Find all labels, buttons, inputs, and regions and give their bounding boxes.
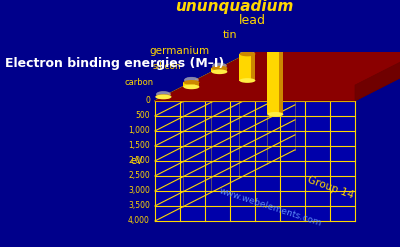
Text: eV: eV — [131, 156, 143, 166]
Text: ununquadium: ununquadium — [175, 0, 293, 14]
Ellipse shape — [267, 37, 283, 42]
Text: 2,000: 2,000 — [128, 156, 150, 165]
Ellipse shape — [183, 84, 199, 89]
Text: carbon: carbon — [124, 78, 154, 87]
Ellipse shape — [156, 91, 170, 97]
Text: www.webelements.com: www.webelements.com — [218, 187, 322, 228]
Text: 0: 0 — [145, 96, 150, 105]
Polygon shape — [289, 17, 400, 33]
Ellipse shape — [295, 24, 311, 29]
Ellipse shape — [184, 77, 198, 83]
Ellipse shape — [268, 35, 282, 40]
Text: 500: 500 — [135, 111, 150, 120]
FancyBboxPatch shape — [211, 68, 227, 72]
Ellipse shape — [211, 69, 227, 74]
Text: 2,500: 2,500 — [128, 171, 150, 180]
Ellipse shape — [267, 112, 283, 117]
Text: 1,500: 1,500 — [128, 141, 150, 150]
FancyBboxPatch shape — [252, 54, 256, 81]
FancyBboxPatch shape — [223, 68, 227, 72]
Text: 1,000: 1,000 — [128, 126, 150, 135]
Polygon shape — [155, 33, 400, 101]
FancyBboxPatch shape — [307, 25, 311, 26]
Text: 3,000: 3,000 — [128, 186, 150, 195]
FancyBboxPatch shape — [267, 40, 283, 114]
Ellipse shape — [155, 95, 172, 99]
Text: 4,000: 4,000 — [128, 216, 150, 226]
Ellipse shape — [295, 23, 311, 28]
Text: 3,500: 3,500 — [128, 201, 150, 210]
Ellipse shape — [155, 94, 172, 99]
Text: Electron binding energies (M–I): Electron binding energies (M–I) — [5, 57, 224, 70]
Ellipse shape — [211, 66, 227, 71]
Ellipse shape — [240, 49, 254, 54]
FancyBboxPatch shape — [196, 82, 199, 87]
FancyBboxPatch shape — [183, 82, 199, 87]
Polygon shape — [155, 101, 355, 221]
FancyBboxPatch shape — [239, 54, 256, 81]
Ellipse shape — [296, 21, 310, 26]
Text: germanium: germanium — [149, 46, 210, 56]
Ellipse shape — [183, 80, 199, 85]
Ellipse shape — [212, 63, 226, 69]
Ellipse shape — [239, 78, 256, 83]
Text: Group 14: Group 14 — [306, 175, 354, 201]
FancyBboxPatch shape — [295, 25, 311, 26]
Text: tin: tin — [223, 30, 238, 40]
Polygon shape — [355, 17, 400, 101]
Text: lead: lead — [238, 15, 266, 27]
Ellipse shape — [239, 52, 256, 56]
Text: silicon: silicon — [153, 62, 182, 71]
FancyBboxPatch shape — [279, 40, 283, 114]
